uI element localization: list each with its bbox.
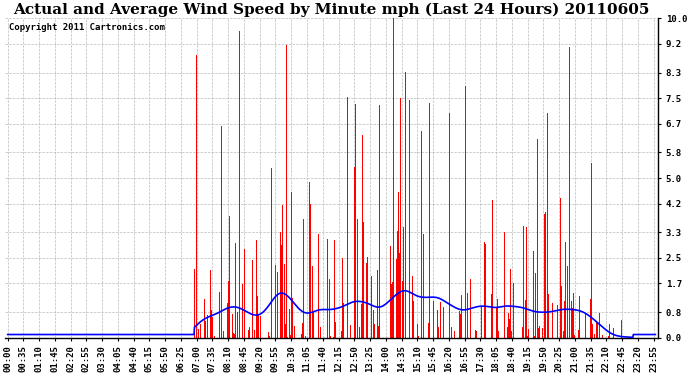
Text: Copyright 2011 Cartronics.com: Copyright 2011 Cartronics.com xyxy=(9,23,165,32)
Title: Actual and Average Wind Speed by Minute mph (Last 24 Hours) 20110605: Actual and Average Wind Speed by Minute … xyxy=(14,3,650,17)
